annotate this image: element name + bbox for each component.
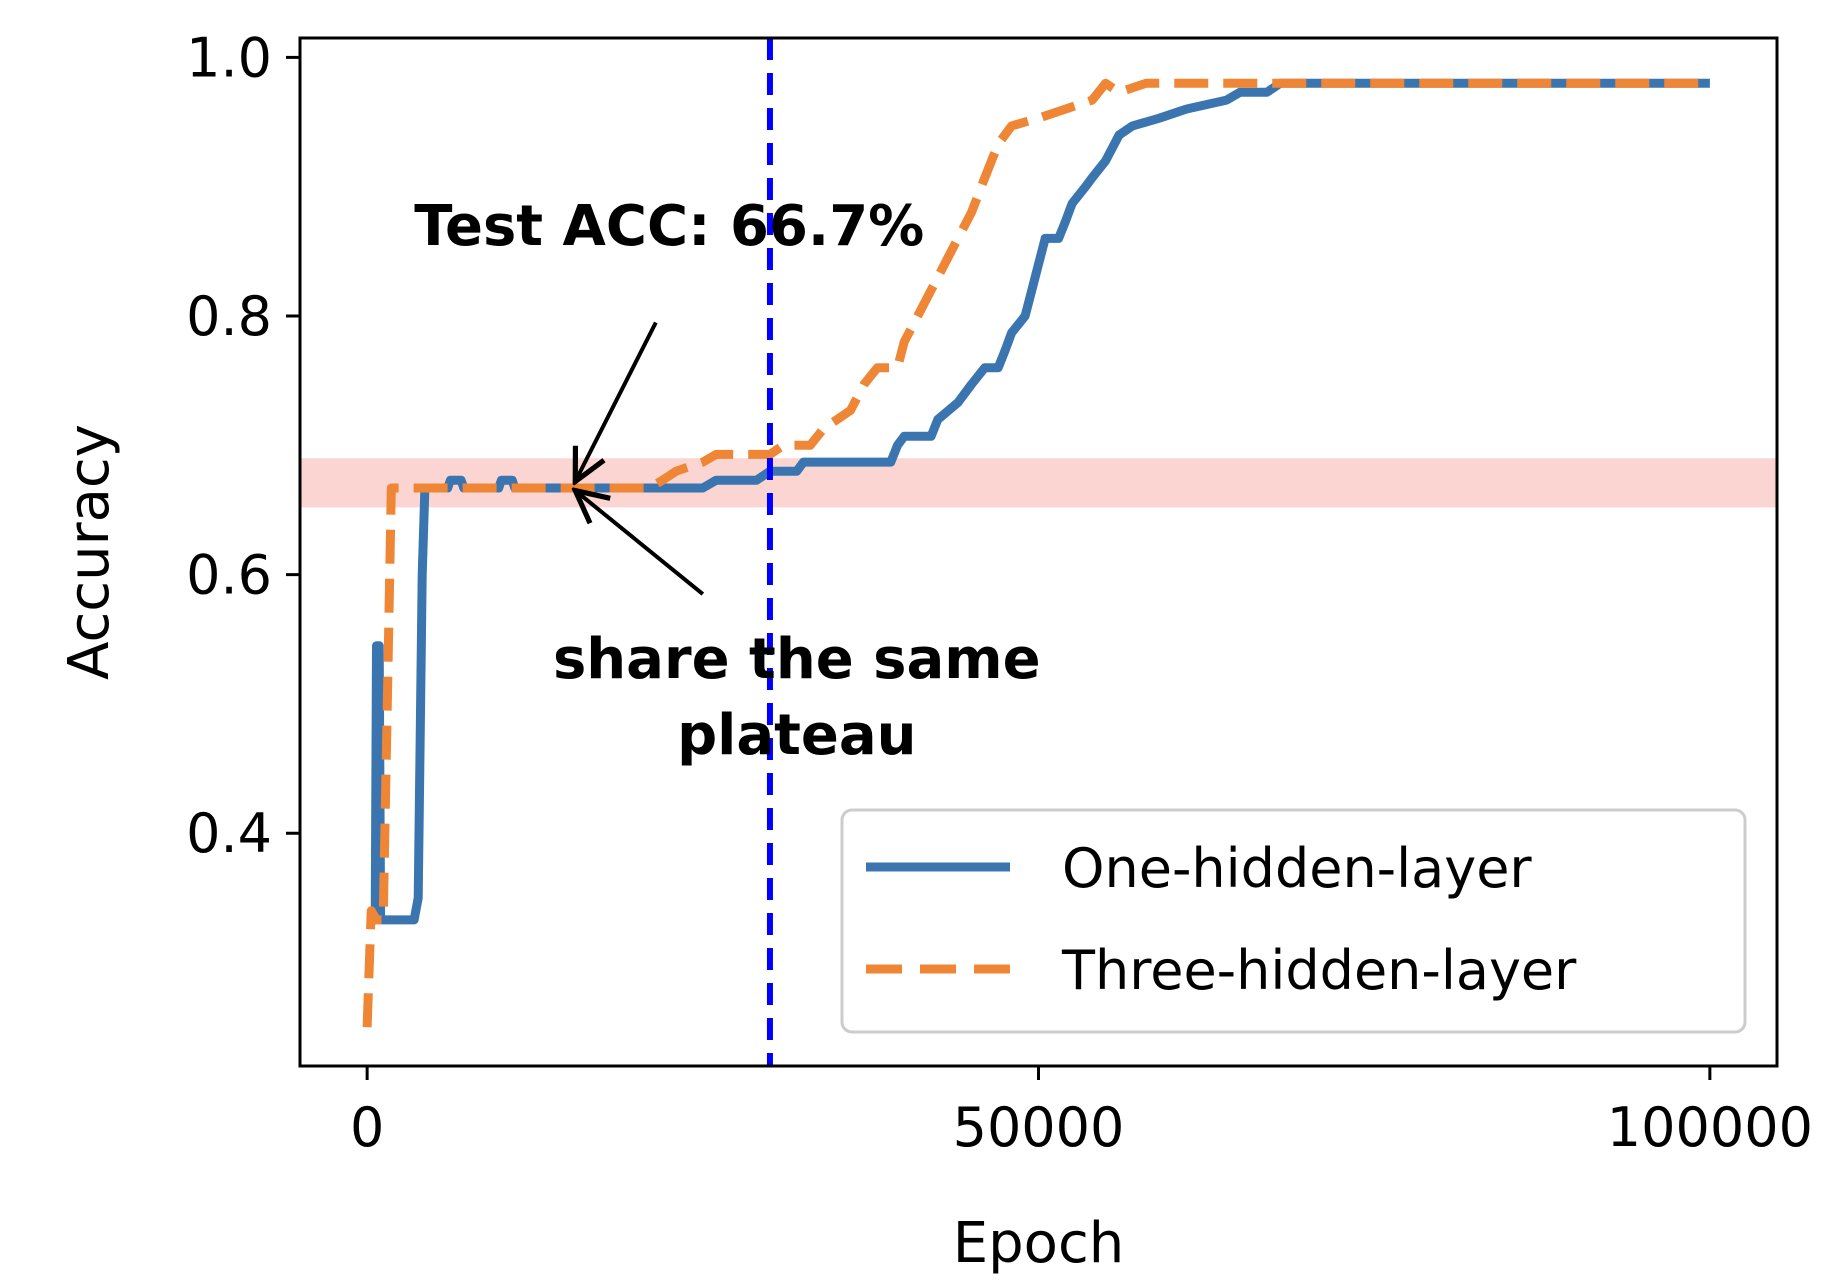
plateau-band	[300, 458, 1777, 508]
y-tick-label: 0.8	[186, 285, 272, 348]
y-tick-label: 0.6	[186, 544, 272, 607]
annotation-text: Test ACC: 66.7%	[414, 194, 924, 259]
x-tick-label: 0	[350, 1096, 384, 1159]
annotation-arrow	[575, 491, 705, 596]
legend-box	[840, 808, 1747, 1034]
y-tick-label: 1.0	[186, 26, 272, 89]
plateau-band-layer	[300, 458, 1777, 508]
annotation-layer: Test ACC: 66.7% share the same plateau	[414, 194, 1040, 768]
annotation-text: share the same plateau	[553, 627, 1041, 768]
tick-layer: 0 50000 100000 0.4 0.6 0.8 1.0	[186, 26, 1813, 1159]
legend-label: Three-hidden-layer	[1061, 939, 1577, 1002]
series-layer	[362, 78, 1710, 1028]
legend-label: One-hidden-layer	[1062, 837, 1532, 900]
y-axis-label: Accuracy	[57, 424, 122, 680]
x-tick-label: 50000	[953, 1096, 1125, 1159]
annotation-arrow	[575, 321, 658, 481]
x-axis-label: Epoch	[953, 1211, 1124, 1276]
x-tick-label: 100000	[1607, 1096, 1813, 1159]
legend: One-hidden-layer Three-hidden-layer	[840, 808, 1747, 1034]
y-tick-label: 0.4	[186, 802, 272, 865]
series-line-three-hidden-layer	[362, 78, 1710, 1028]
